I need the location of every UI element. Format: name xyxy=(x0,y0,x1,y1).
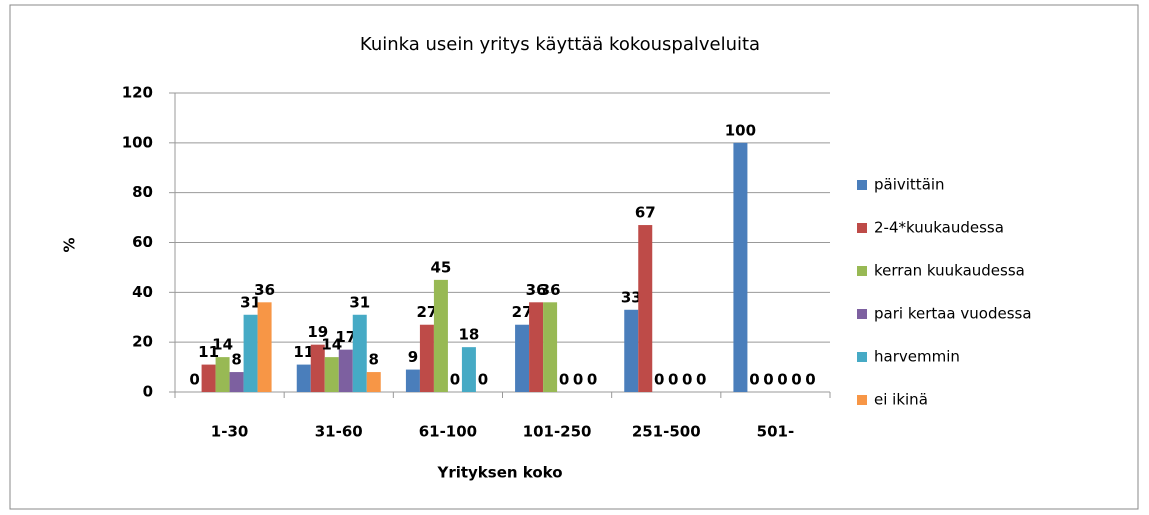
bar xyxy=(405,369,420,392)
bar xyxy=(543,302,558,392)
bar xyxy=(433,279,448,392)
data-label: 9 xyxy=(408,348,418,366)
y-tick-label: 40 xyxy=(132,283,153,301)
data-label: 31 xyxy=(240,293,261,311)
data-label: 0 xyxy=(791,371,801,389)
data-label: 11 xyxy=(198,343,219,361)
bar xyxy=(366,372,381,392)
bar xyxy=(201,364,216,392)
data-label: 0 xyxy=(668,371,678,389)
legend-label: päivittäin xyxy=(874,176,945,194)
data-label: 19 xyxy=(307,323,328,341)
legend-label: kerran kuukaudessa xyxy=(874,262,1025,280)
data-label: 17 xyxy=(335,328,356,346)
data-label: 18 xyxy=(458,326,479,344)
bar xyxy=(257,302,272,392)
data-label: 0 xyxy=(805,371,815,389)
y-tick-label: 120 xyxy=(122,84,153,102)
legend-swatch xyxy=(857,223,867,233)
x-tick-label: 61-100 xyxy=(419,423,477,441)
data-label: 0 xyxy=(478,371,488,389)
data-label: 14 xyxy=(212,336,233,354)
data-label: 67 xyxy=(635,204,656,222)
bar xyxy=(324,357,339,392)
bar xyxy=(310,344,325,392)
data-label: 100 xyxy=(725,121,756,139)
bar xyxy=(215,357,230,392)
bar xyxy=(461,347,476,392)
bar xyxy=(529,302,544,392)
data-label: 27 xyxy=(512,303,533,321)
legend-swatch xyxy=(857,266,867,276)
data-label: 14 xyxy=(321,336,342,354)
legend-label: ei ikinä xyxy=(874,391,928,409)
y-tick-label: 20 xyxy=(132,333,153,351)
x-tick-label: 251-500 xyxy=(632,423,701,441)
bar xyxy=(638,225,653,392)
data-label: 45 xyxy=(430,258,451,276)
data-label: 36 xyxy=(540,281,561,299)
bar xyxy=(624,309,639,392)
data-label: 36 xyxy=(526,281,547,299)
bar xyxy=(733,142,748,392)
bar xyxy=(296,364,311,392)
data-label: 0 xyxy=(696,371,706,389)
data-label: 36 xyxy=(254,281,275,299)
data-label: 0 xyxy=(777,371,787,389)
data-label: 0 xyxy=(573,371,583,389)
data-label: 0 xyxy=(654,371,664,389)
x-tick-label: 101-250 xyxy=(523,423,592,441)
legend-swatch xyxy=(857,395,867,405)
x-tick-label: 501- xyxy=(757,423,795,441)
bar xyxy=(338,349,353,392)
data-label: 0 xyxy=(587,371,597,389)
data-label: 33 xyxy=(621,288,642,306)
data-label: 0 xyxy=(682,371,692,389)
x-axis-label: Yrityksen koko xyxy=(436,464,562,482)
bar xyxy=(229,372,244,392)
y-tick-label: 80 xyxy=(132,183,153,201)
data-label: 8 xyxy=(231,351,241,369)
legend-label: 2-4*kuukaudessa xyxy=(874,219,1004,237)
data-label: 11 xyxy=(293,343,314,361)
legend-label: pari kertaa vuodessa xyxy=(874,305,1032,323)
data-label: 0 xyxy=(450,371,460,389)
legend-swatch xyxy=(857,180,867,190)
data-label: 0 xyxy=(763,371,773,389)
y-tick-label: 100 xyxy=(122,133,153,151)
legend-swatch xyxy=(857,352,867,362)
y-tick-label: 60 xyxy=(132,233,153,251)
data-label: 8 xyxy=(369,351,379,369)
chart-title: Kuinka usein yritys käyttää kokouspalvel… xyxy=(360,34,760,55)
data-label: 27 xyxy=(416,303,437,321)
data-label: 0 xyxy=(559,371,569,389)
bar xyxy=(419,324,434,392)
legend-label: harvemmin xyxy=(874,348,960,366)
bar xyxy=(515,324,530,392)
data-label: 0 xyxy=(189,371,199,389)
y-tick-label: 0 xyxy=(143,383,153,401)
bar xyxy=(352,314,367,392)
legend-swatch xyxy=(857,309,867,319)
bar xyxy=(243,314,258,392)
data-label: 31 xyxy=(349,293,370,311)
y-axis-label: % xyxy=(61,237,79,252)
x-tick-label: 31-60 xyxy=(315,423,363,441)
chart-frame xyxy=(9,4,1139,510)
data-label: 0 xyxy=(749,371,759,389)
x-tick-label: 1-30 xyxy=(211,423,249,441)
